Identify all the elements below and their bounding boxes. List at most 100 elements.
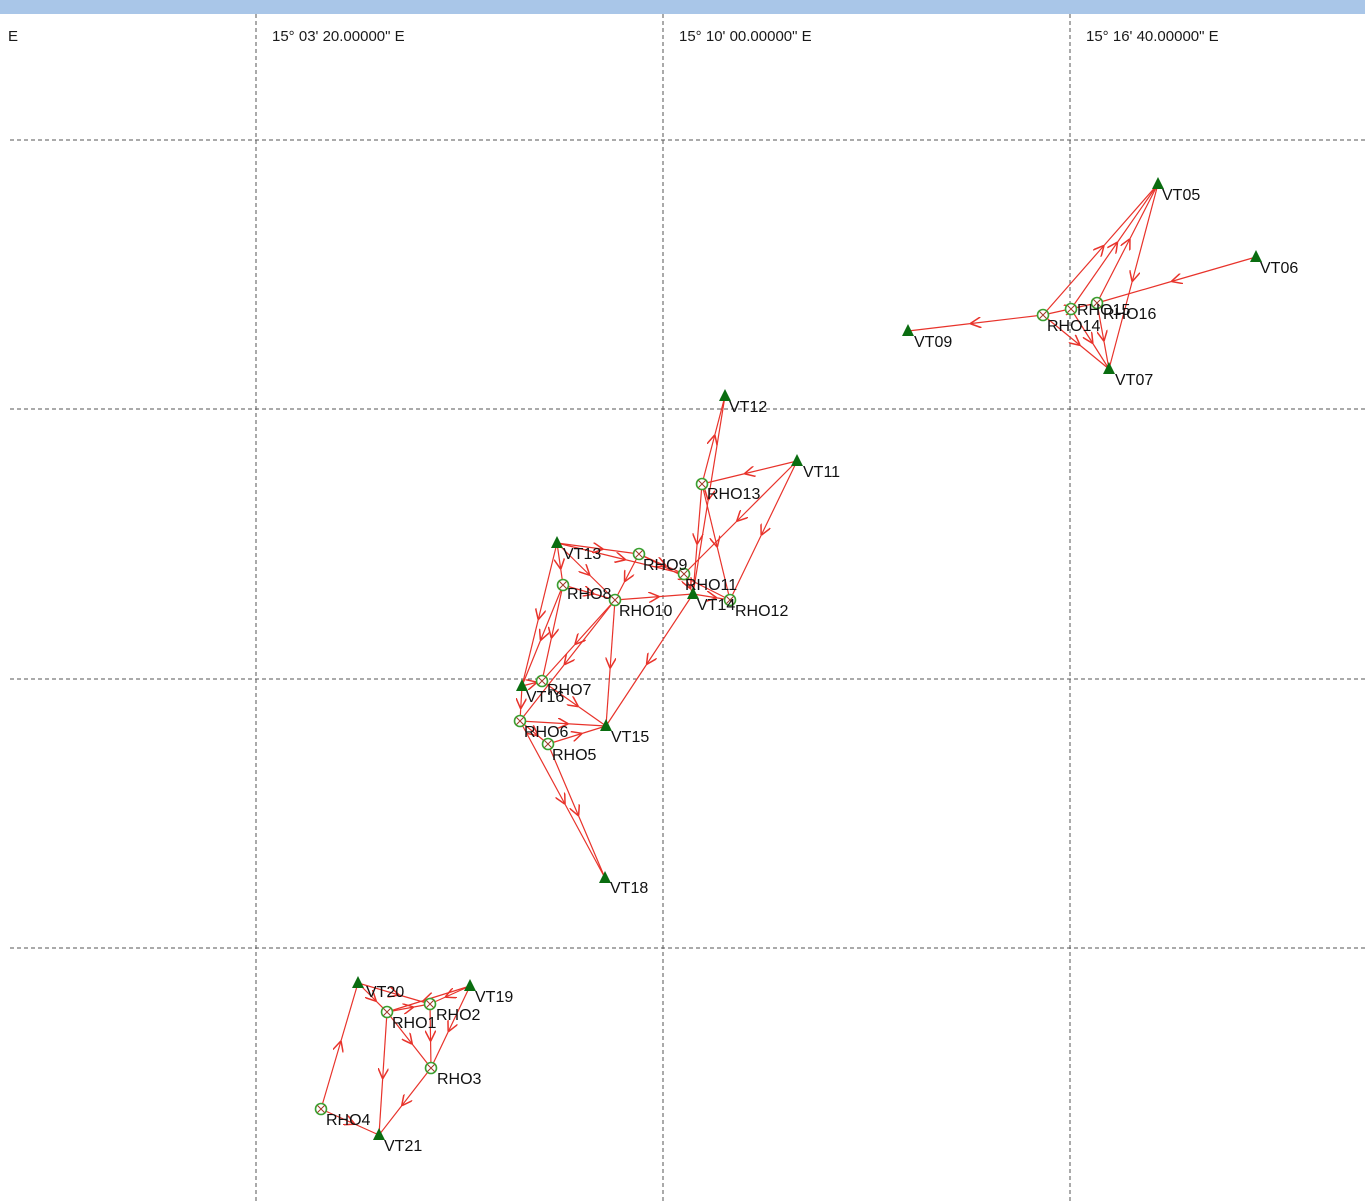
longitude-label: E <box>8 28 18 45</box>
station-rho7[interactable] <box>535 674 549 688</box>
longitude-label: 15° 16' 40.00000" E <box>1086 28 1219 45</box>
triangle-marker-icon <box>1152 177 1164 189</box>
cross-mark-icon <box>1067 305 1075 313</box>
triangle-marker-icon <box>373 1128 385 1140</box>
graticule <box>10 14 1365 1204</box>
station-rho15[interactable] <box>1064 302 1078 316</box>
station-label-vt13: VT13 <box>563 546 601 563</box>
station-rho8[interactable] <box>556 578 570 592</box>
cross-mark-icon <box>426 1000 434 1008</box>
station-vt09[interactable] <box>902 324 914 336</box>
station-label-rho10: RHO10 <box>619 603 672 620</box>
cross-mark-icon <box>559 581 567 589</box>
station-vt12[interactable] <box>719 389 731 401</box>
link-rho14-vt05 <box>1042 183 1159 316</box>
station-label-rho11: RHO11 <box>685 577 737 594</box>
station-label-vt16: VT16 <box>526 689 564 706</box>
station-vt07[interactable] <box>1103 362 1115 374</box>
station-rho12[interactable] <box>723 593 737 607</box>
station-label-vt07: VT07 <box>1115 372 1153 389</box>
longitude-label: 15° 03' 20.00000" E <box>272 28 405 45</box>
link-rho5-vt18 <box>547 743 606 879</box>
station-vt15[interactable] <box>600 719 612 731</box>
station-label-rho16: RHO16 <box>1103 306 1156 323</box>
link-vt06-rho16 <box>1096 256 1257 304</box>
link-vt11-rho12 <box>729 460 798 601</box>
station-vt20[interactable] <box>352 976 364 988</box>
station-rho3[interactable] <box>424 1061 438 1075</box>
station-rho9[interactable] <box>632 547 646 561</box>
link-rho13-vt14 <box>693 483 702 595</box>
link-rho10-vt15 <box>606 599 615 727</box>
link-vt20-rho2 <box>357 982 431 1005</box>
station-label-vt18: VT18 <box>610 880 648 897</box>
link-vt13-rho10 <box>556 542 616 601</box>
cross-mark-icon <box>516 717 524 725</box>
link-rho16-vt07 <box>1096 302 1110 370</box>
triangle-marker-icon <box>902 324 914 336</box>
station-label-rho1: RHO1 <box>392 1015 437 1032</box>
station-label-vt19: VT19 <box>475 989 513 1006</box>
triangle-marker-icon <box>1103 362 1115 374</box>
station-label-rho9: RHO9 <box>643 557 688 574</box>
link-rho16-vt05 <box>1096 183 1159 304</box>
link-rho10-rho7 <box>541 599 616 682</box>
station-vt11[interactable] <box>791 454 803 466</box>
network-links <box>320 183 1257 1136</box>
link-vt13-vt16 <box>521 542 558 687</box>
station-label-vt11: VT11 <box>803 464 840 481</box>
station-rho6[interactable] <box>513 714 527 728</box>
link-rho14-vt07 <box>1042 314 1110 370</box>
station-vt05[interactable] <box>1152 177 1164 189</box>
station-rho13[interactable] <box>695 477 709 491</box>
station-vt18[interactable] <box>599 871 611 883</box>
station-vt06[interactable] <box>1250 250 1262 262</box>
link-rho10-rho6 <box>519 599 616 722</box>
station-label-vt20: VT20 <box>366 984 404 1001</box>
cross-mark-icon <box>383 1008 391 1016</box>
triangle-marker-icon <box>687 587 699 599</box>
station-vt13[interactable] <box>551 536 563 548</box>
station-label-vt15: VT15 <box>611 729 649 746</box>
station-rho5[interactable] <box>541 737 555 751</box>
triangle-marker-icon <box>352 976 364 988</box>
link-rho14-vt09 <box>907 314 1044 332</box>
station-rho14[interactable] <box>1036 308 1050 322</box>
cross-mark-icon <box>317 1105 325 1113</box>
cross-mark-icon <box>1039 311 1047 319</box>
triangle-marker-icon <box>599 871 611 883</box>
link-rho6-vt18 <box>519 720 606 879</box>
station-rho11[interactable] <box>677 567 691 581</box>
link-rho13-vt12 <box>701 395 726 485</box>
longitude-labels: E 15° 03' 20.00000" E 15° 10' 00.00000" … <box>8 28 1219 45</box>
station-label-rho8: RHO8 <box>567 586 612 603</box>
map-svg[interactable]: E 15° 03' 20.00000" E 15° 10' 00.00000" … <box>0 14 1365 1204</box>
station-rho16[interactable] <box>1090 296 1104 310</box>
station-label-rho3: RHO3 <box>437 1071 482 1088</box>
link-vt12-vt14 <box>692 395 726 595</box>
station-vt16[interactable] <box>516 679 528 691</box>
station-rho2[interactable] <box>423 997 437 1011</box>
station-vt21[interactable] <box>373 1128 385 1140</box>
cross-mark-icon <box>544 740 552 748</box>
link-rho1-rho2 <box>386 1004 431 1012</box>
station-label-rho14: RHO14 <box>1047 318 1100 335</box>
link-vt19-rho2 <box>429 985 471 1005</box>
station-vt19[interactable] <box>464 979 476 991</box>
station-rho10[interactable] <box>608 593 622 607</box>
link-rho8-vt16 <box>521 584 564 687</box>
station-label-rho2: RHO2 <box>436 1007 481 1024</box>
cross-mark-icon <box>1093 299 1101 307</box>
station-vt14[interactable] <box>687 587 699 599</box>
cross-mark-icon <box>427 1064 435 1072</box>
map-canvas[interactable]: E 15° 03' 20.00000" E 15° 10' 00.00000" … <box>0 14 1365 1204</box>
station-rho4[interactable] <box>314 1102 328 1116</box>
link-rho10-vt14 <box>614 594 694 600</box>
triangle-marker-icon <box>464 979 476 991</box>
station-label-vt06: VT06 <box>1260 260 1298 277</box>
cross-mark-icon <box>680 570 688 578</box>
triangle-marker-icon <box>516 679 528 691</box>
cross-mark-icon <box>538 677 546 685</box>
station-rho1[interactable] <box>380 1005 394 1019</box>
